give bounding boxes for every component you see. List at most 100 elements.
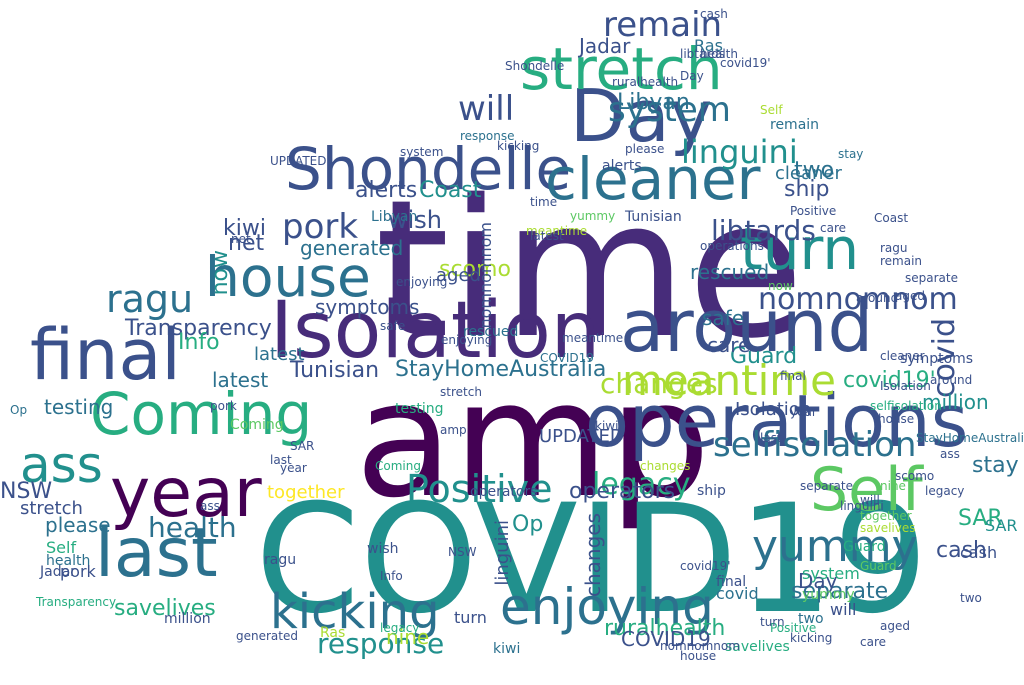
word-kicking: kicking xyxy=(270,584,440,640)
word-remain: remain xyxy=(880,254,923,268)
word-ass: ass xyxy=(200,499,220,513)
word-testing: testing xyxy=(44,395,114,419)
word-shondelle: Shondelle xyxy=(505,59,565,73)
word-covid19: covid19' xyxy=(720,56,771,70)
word-changes: changes xyxy=(640,459,691,473)
word-amp: amp xyxy=(440,423,467,437)
word-legacy: legacy xyxy=(380,621,420,635)
word-ras: Ras xyxy=(320,625,346,641)
word-stretch: stretch xyxy=(520,35,723,103)
word-updated: UPDATED xyxy=(270,154,327,168)
word-rescued: rescued xyxy=(690,260,770,284)
word-net: net xyxy=(228,231,265,256)
word-yummy: yummy xyxy=(802,587,855,603)
word-yummy: yummy xyxy=(752,521,918,572)
word-savelives: savelives xyxy=(114,596,216,621)
word-final: final xyxy=(716,574,747,590)
word-isolation: Isolation xyxy=(735,399,812,420)
word-will: will xyxy=(458,89,515,129)
word-coast: Coast xyxy=(874,211,909,225)
word-jadar: Jadar xyxy=(40,564,76,580)
word-isolation: Isolation xyxy=(880,379,931,393)
word-response: response xyxy=(317,627,445,660)
word-updated: UPDATED xyxy=(539,426,624,447)
word-pork: pork xyxy=(210,399,237,413)
word-operators: operators xyxy=(470,484,538,500)
word-nomnomnom: nomnomnom xyxy=(476,222,495,329)
word-last: last xyxy=(95,514,218,593)
word-please: please xyxy=(625,142,665,156)
word-ship: ship xyxy=(784,177,830,202)
word-together: together xyxy=(267,482,345,503)
word-care: care xyxy=(820,221,847,235)
word-libyan: Libyan xyxy=(371,209,418,225)
word-cash: cash xyxy=(700,7,728,21)
word-aged: aged xyxy=(880,619,910,633)
word-system: system xyxy=(802,564,860,583)
word-kiwi: kiwi xyxy=(223,216,266,241)
word-wish: wish xyxy=(388,206,443,234)
word-self: Self xyxy=(810,455,923,525)
word-info: Info xyxy=(380,569,403,583)
word-covid19: COVID19 xyxy=(255,473,929,647)
word-selfisolation: selfisolation xyxy=(870,399,942,413)
word-stay: stay xyxy=(972,453,1019,478)
word-care: care xyxy=(707,333,751,357)
word-nomnomnom: nomnomnom xyxy=(758,282,958,317)
word-ruralhealth: ruralhealth xyxy=(604,616,726,641)
word-legacy: legacy xyxy=(592,467,691,502)
word-operations: operations xyxy=(700,239,764,253)
word-amp: amp xyxy=(355,346,711,533)
word-op: Op xyxy=(10,403,28,417)
word-enjoying: enjoying xyxy=(441,333,493,347)
word-meantime: meantime xyxy=(562,331,624,345)
word-ship: ship xyxy=(697,483,726,499)
word-yummy: yummy xyxy=(570,209,616,223)
word-coming: Coming xyxy=(375,459,421,473)
word-covid19: COVID19 xyxy=(540,351,594,365)
word-turn: turn xyxy=(760,615,785,629)
word-transparency: Transparency xyxy=(36,595,117,609)
word-linguini: linguini xyxy=(492,520,513,586)
word-now: now xyxy=(208,250,233,296)
word-coast: Coast xyxy=(419,178,482,203)
word-jadar: Jadar xyxy=(579,34,631,58)
word-covid: covid xyxy=(716,584,759,603)
word-around: around xyxy=(620,284,874,368)
word-operators: operators xyxy=(569,479,676,504)
word-response: response xyxy=(460,129,515,143)
word-million: million xyxy=(922,390,989,414)
word-kiwi: kiwi xyxy=(595,419,619,433)
word-year: year xyxy=(790,405,817,419)
word-ragu: ragu xyxy=(106,277,194,321)
word-rescued: rescued xyxy=(463,324,519,340)
word-guard: Guard xyxy=(843,539,886,555)
word-cleaner: cleaner xyxy=(545,145,761,213)
word-transparency: Transparency xyxy=(125,316,272,341)
word-kicking: kicking xyxy=(790,631,833,645)
word-linguini: linguini xyxy=(840,499,884,513)
word-stretch: stretch xyxy=(440,385,482,399)
word-cash: cash xyxy=(960,543,998,562)
word-symptoms: symptoms xyxy=(900,351,974,367)
word-coming: Coming xyxy=(90,380,313,448)
word-house: house xyxy=(205,245,371,309)
word-alerts: alerts xyxy=(355,178,418,203)
word-last: last xyxy=(760,431,782,445)
word-pork: pork xyxy=(60,562,96,581)
word-last: last xyxy=(270,453,292,467)
word-covid19: covid19' xyxy=(680,559,731,573)
word-time: time xyxy=(375,159,805,380)
word-house: house xyxy=(680,649,717,663)
word-health: health xyxy=(700,47,738,61)
word-time: time xyxy=(530,195,558,209)
word-system: system xyxy=(400,145,444,159)
word-op: Op xyxy=(512,512,544,537)
word-aged: aged xyxy=(436,265,481,286)
word-two: two xyxy=(794,158,835,183)
word-self: Self xyxy=(46,538,77,557)
word-info: Info xyxy=(178,330,220,355)
word-latest: latest xyxy=(254,344,305,365)
word-generated: generated xyxy=(236,629,298,643)
